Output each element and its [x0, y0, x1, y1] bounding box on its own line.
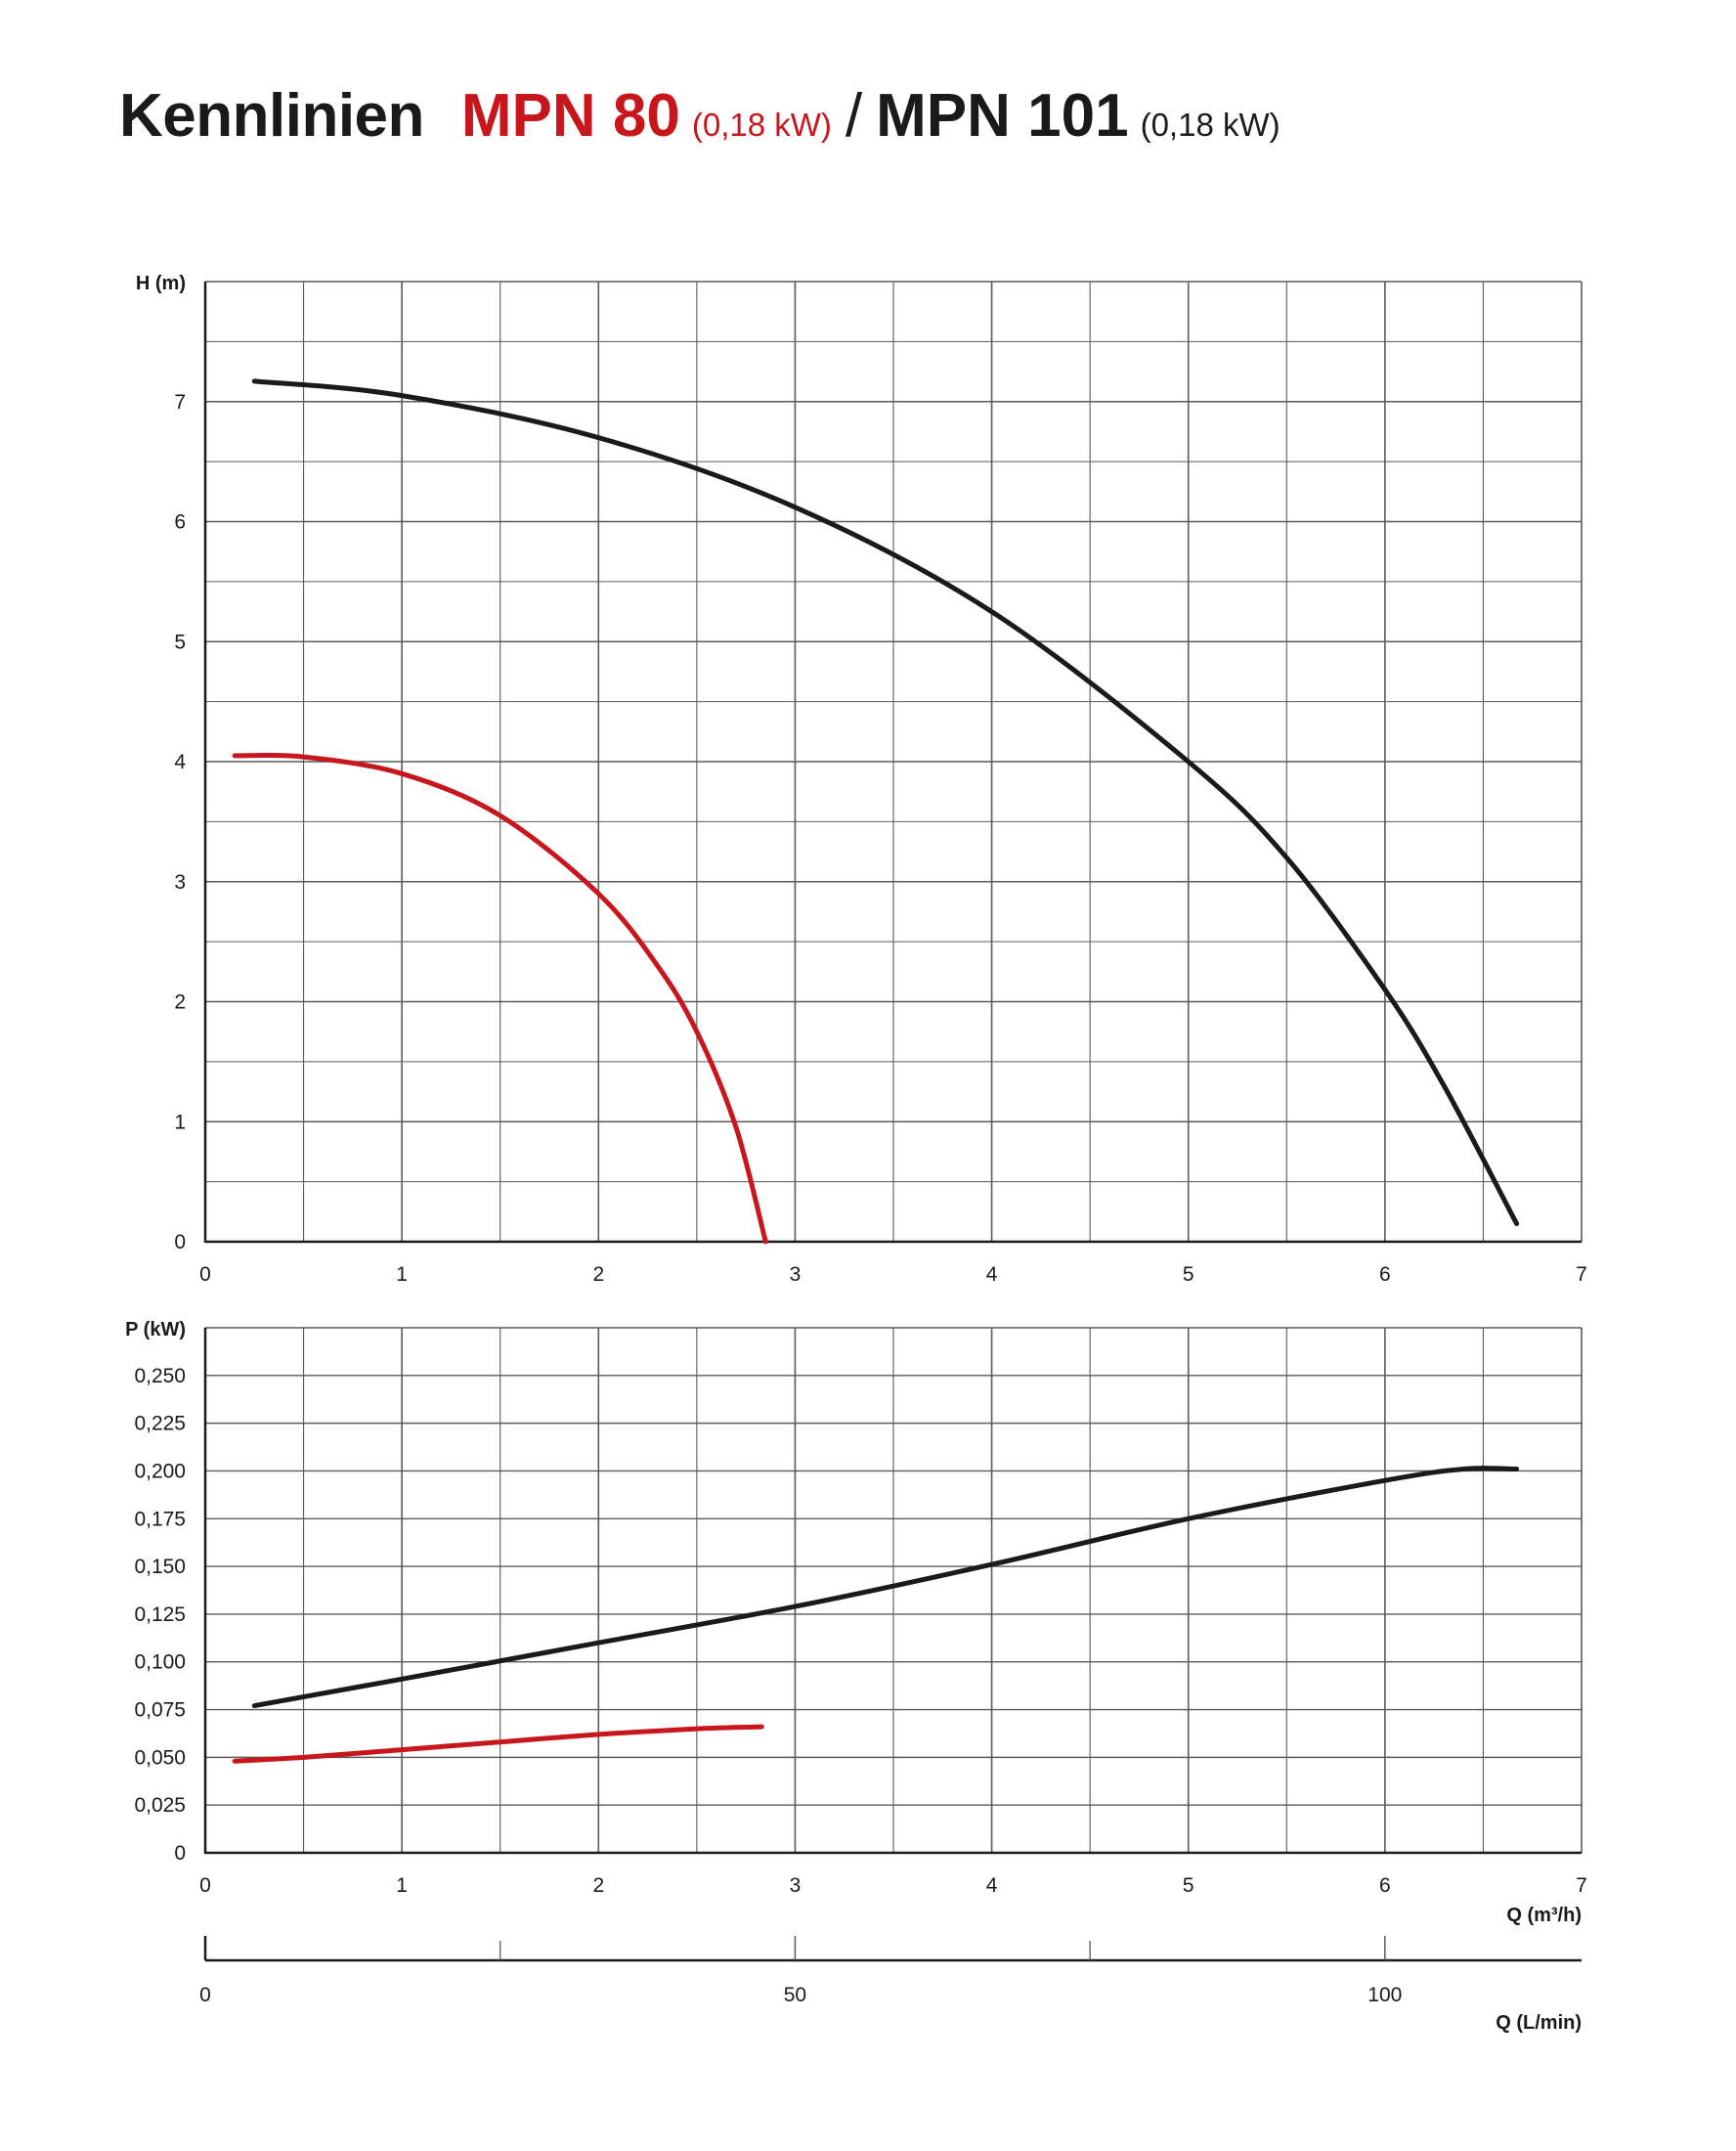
y-tick-label: 0,050 [134, 1746, 186, 1769]
title-main: Kennlinien [119, 82, 424, 150]
x-tick-label: 1 [396, 1263, 408, 1286]
x-tick-label: 7 [1576, 1874, 1587, 1897]
y-axis-title: P (kW) [125, 1319, 186, 1340]
y-tick-label: 0 [174, 1842, 186, 1865]
y-tick-label: 2 [174, 991, 186, 1014]
y-tick-label: 1 [174, 1111, 186, 1133]
x-tick-label: 6 [1379, 1263, 1391, 1286]
y-tick-label: 4 [174, 751, 186, 773]
x-tick-label: 3 [790, 1874, 802, 1897]
x-tick-label: 2 [592, 1874, 604, 1897]
power-curve-mpn101 [251, 1466, 1520, 1709]
power-curve-mpn80 [232, 1724, 764, 1764]
y-tick-label: 0,075 [134, 1699, 186, 1722]
title-model-a: MPN 80 [460, 82, 680, 150]
y-axis-title: H (m) [136, 273, 186, 294]
x-tick-label: 0 [199, 1874, 211, 1897]
head-chart: 0 1 2 3 4 5 6 7 0 1 2 3 4 5 6 7 H (m) [136, 273, 1587, 1286]
y-tick-label: 3 [174, 871, 186, 894]
title-separator: / [845, 82, 863, 150]
y-tick-label: 5 [174, 631, 186, 653]
lmin-tick-label: 100 [1367, 1984, 1402, 2006]
lmin-axis-title: Q (L/min) [1496, 2012, 1582, 2034]
y-tick-label: 0,100 [134, 1651, 186, 1674]
title-model-b-power: (0,18 kW) [1140, 107, 1280, 143]
x-tick-label: 0 [199, 1263, 211, 1286]
lmin-tick-label: 50 [784, 1984, 806, 2006]
x-tick-label: 7 [1576, 1263, 1587, 1286]
x-tick-label: 5 [1183, 1263, 1194, 1286]
x-tick-label: 2 [592, 1263, 604, 1286]
y-tick-label: 0 [174, 1231, 186, 1253]
y-tick-label: 0,150 [134, 1556, 186, 1578]
y-tick-label: 0,250 [134, 1365, 186, 1387]
x-tick-label: 3 [790, 1263, 802, 1286]
y-tick-label: 0,025 [134, 1794, 186, 1817]
head-curve-mpn80 [232, 752, 768, 1245]
x-axis-title: Q (m³/h) [1506, 1905, 1582, 1926]
y-tick-label: 6 [174, 511, 186, 534]
title-model-b: MPN 101 [876, 82, 1129, 150]
x-tick-label: 4 [986, 1874, 998, 1897]
chart-title: Kennlinien MPN 80 (0,18 kW) / MPN 101 (0,18 k… [119, 86, 1280, 147]
title-model-a-power: (0,18 kW) [691, 107, 832, 143]
power-chart: 0 1 2 3 4 5 6 7 0 0,025 0,050 0,075 0,100 0,125 0,150 0… [125, 1319, 1587, 1926]
x-tick-label: 6 [1379, 1874, 1391, 1897]
y-tick-label: 0,125 [134, 1603, 186, 1626]
head-curve-mpn101 [251, 378, 1520, 1227]
flow-lmin-axis: 0 50 100 Q (L/min) [199, 1936, 1582, 2034]
y-tick-label: 7 [174, 391, 186, 414]
x-tick-label: 4 [986, 1263, 998, 1286]
y-tick-label: 0,200 [134, 1460, 186, 1482]
y-tick-label: 0,175 [134, 1508, 186, 1530]
x-tick-label: 1 [396, 1874, 408, 1897]
lmin-tick-label: 0 [199, 1984, 211, 2006]
y-tick-label: 0,225 [134, 1413, 186, 1435]
x-tick-label: 5 [1183, 1874, 1194, 1897]
